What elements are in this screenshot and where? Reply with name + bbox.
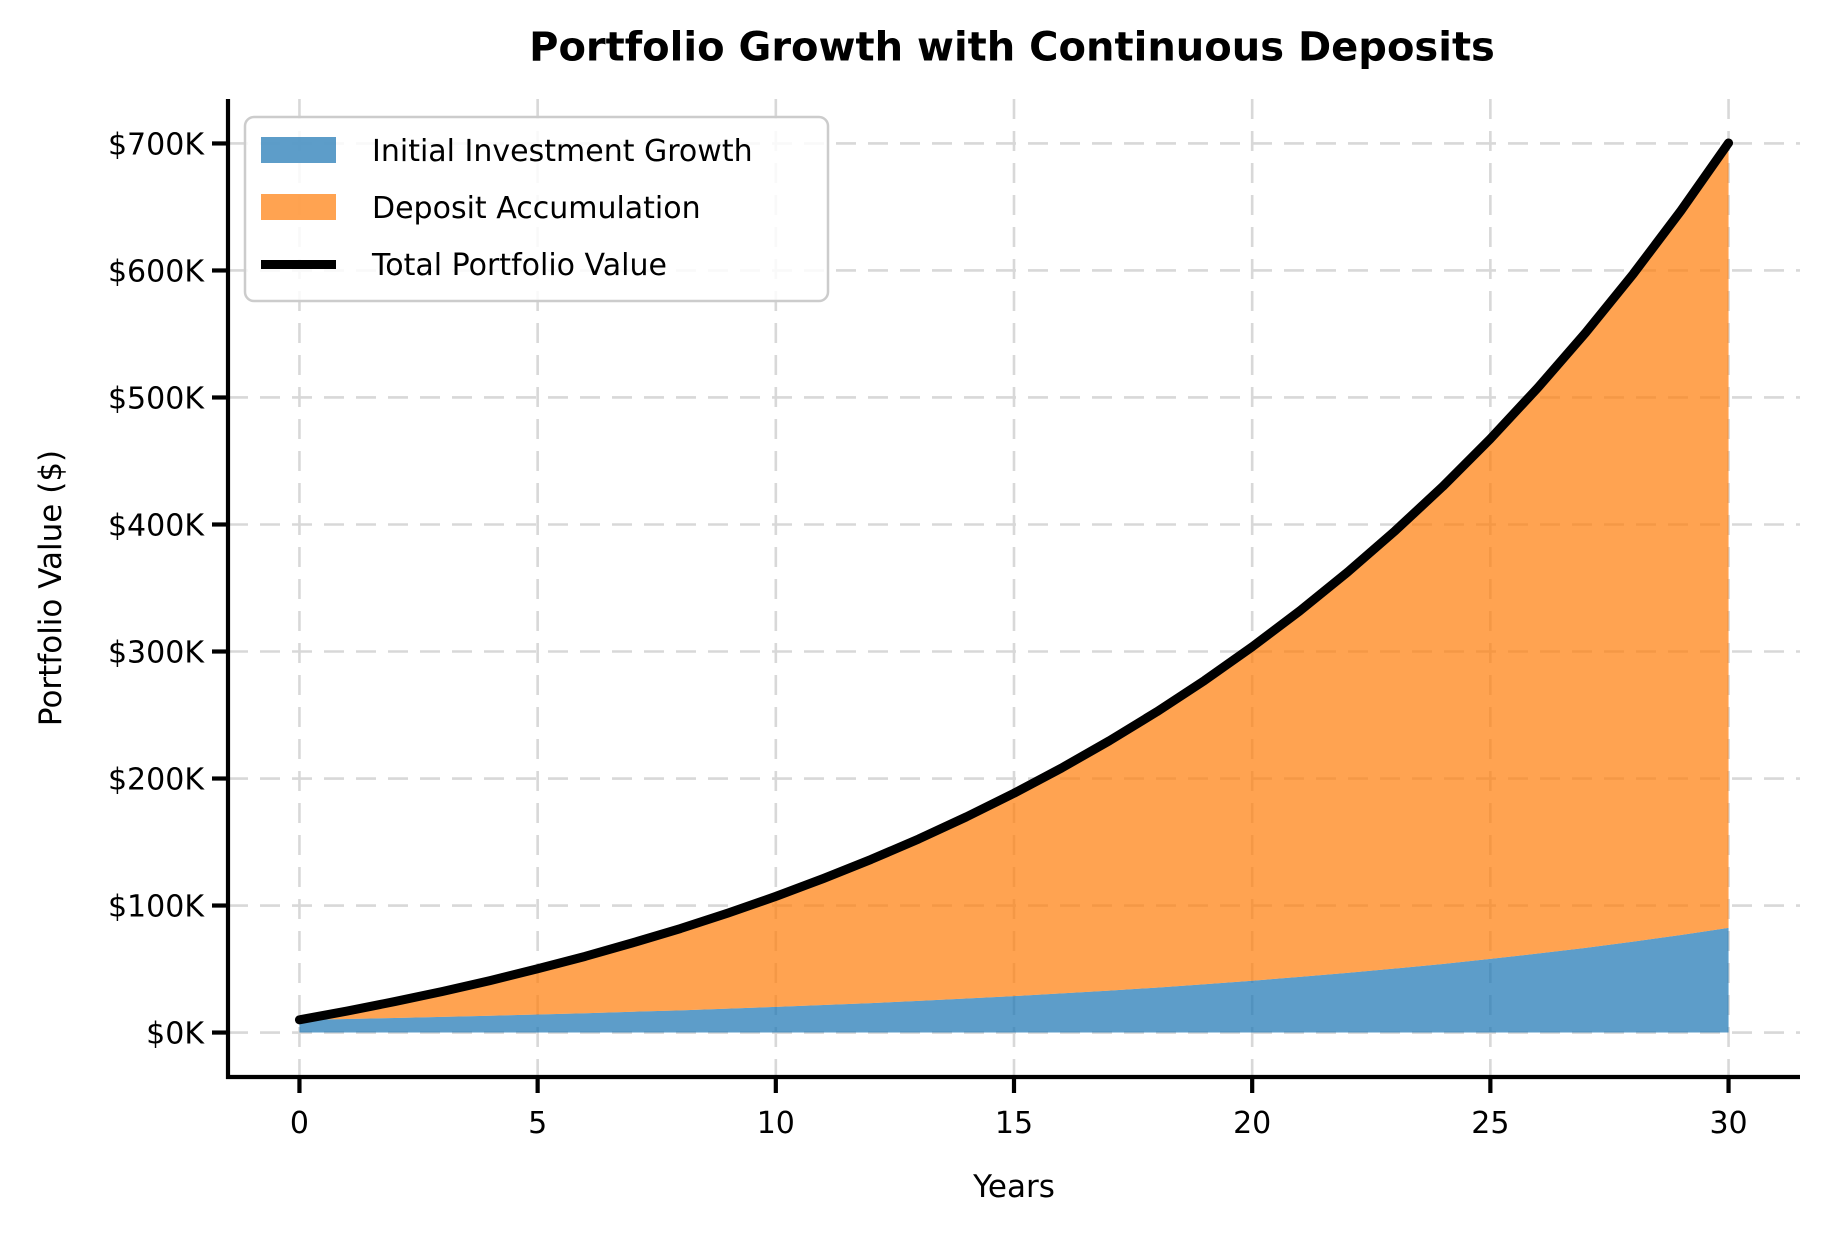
- y-tick-label: $400K: [108, 508, 205, 543]
- initial-investment-area: [299, 927, 1729, 1033]
- legend-swatch-total-line: [261, 260, 336, 269]
- x-tick-label: 15: [995, 1106, 1033, 1141]
- chart-title: Portfolio Growth with Continuous Deposit…: [529, 24, 1495, 70]
- y-tick-label: $300K: [108, 635, 205, 670]
- legend-label-total-line: Total Portfolio Value: [371, 248, 667, 283]
- axis-layer: [212, 99, 1800, 1093]
- area-layer: [299, 142, 1729, 1033]
- total-portfolio-line: [294, 138, 1734, 1025]
- legend-label-deposit-accumulation: Deposit Accumulation: [372, 191, 701, 226]
- legend: Initial Investment Growth Deposit Accumu…: [243, 115, 830, 303]
- legend-swatch-initial-investment: [261, 137, 336, 163]
- deposit-accumulation-area: [299, 142, 1729, 1020]
- x-axis-label: Years: [972, 1169, 1055, 1205]
- x-tick-label: 20: [1233, 1106, 1271, 1141]
- y-tick-label: $700K: [108, 127, 205, 162]
- y-tick-label: $100K: [108, 889, 205, 924]
- tick-label-layer: 0 5 10 15 20 25 30 $0K $100K $200K $300K $400K $500K…: [108, 127, 1748, 1141]
- legend-label-initial-investment: Initial Investment Growth: [372, 134, 753, 169]
- y-axis-label: Portfolio Value ($): [33, 450, 69, 726]
- y-tick-label: $500K: [108, 381, 205, 416]
- y-tick-label: $600K: [108, 254, 205, 289]
- x-tick-label: 0: [290, 1106, 309, 1141]
- y-tick-label: $0K: [146, 1016, 205, 1051]
- x-tick-label: 10: [757, 1106, 795, 1141]
- line-layer: [294, 138, 1734, 1025]
- legend-box: [243, 115, 830, 303]
- x-tick-label: 30: [1709, 1106, 1747, 1141]
- legend-swatch-deposit-accumulation: [261, 194, 336, 220]
- y-tick-label: $200K: [108, 762, 205, 797]
- x-tick-label: 5: [528, 1106, 547, 1141]
- x-tick-label: 25: [1471, 1106, 1509, 1141]
